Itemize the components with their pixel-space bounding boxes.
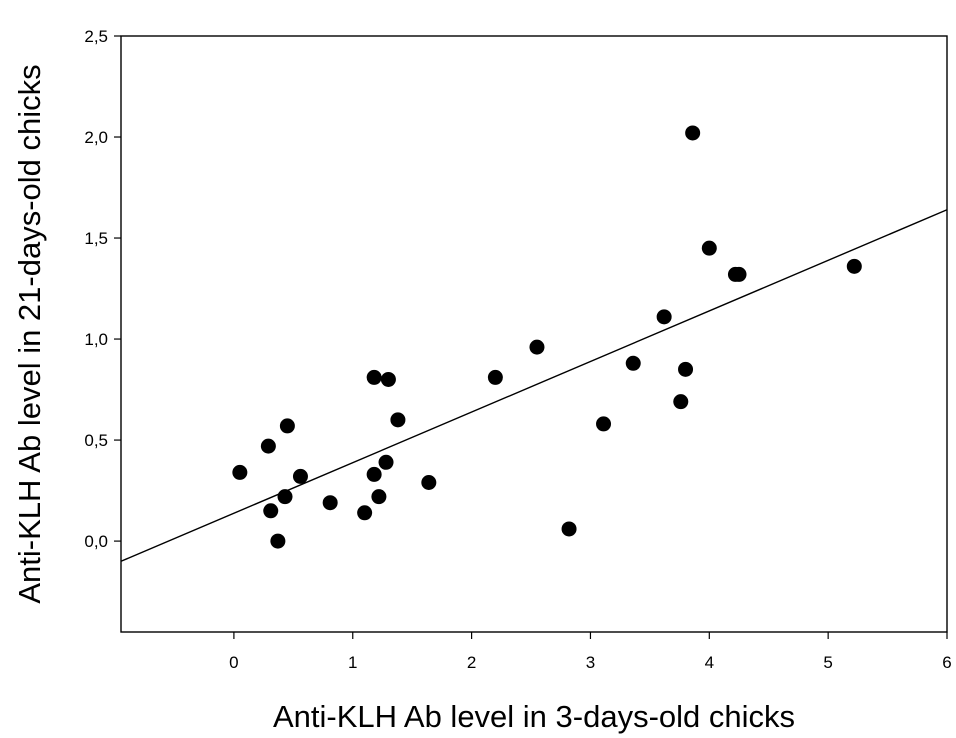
data-point [390,412,406,428]
x-tick-label: 2 [467,653,476,672]
data-point [357,505,373,521]
y-tick-label: 0,5 [84,431,108,450]
x-tick-label: 4 [705,653,714,672]
data-point [596,416,612,432]
data-point [260,438,276,454]
data-point [685,125,701,141]
y-tick-label: 1,0 [84,330,108,349]
data-point [421,474,437,490]
x-tick-label: 1 [348,653,357,672]
data-point [380,371,396,387]
data-point [322,495,338,511]
y-tick-label: 0,0 [84,532,108,551]
regression-line-layer [120,209,948,562]
y-axis-title: Anti-KLH Ab level in 21-days-old chicks [12,64,47,603]
x-tick-label: 0 [229,653,238,672]
data-point [673,394,689,410]
plot-frame [120,35,948,633]
regression-line [120,209,948,562]
y-tick-label: 2,0 [84,128,108,147]
x-tick-label: 5 [823,653,832,672]
data-point [366,466,382,482]
data-point [277,489,293,505]
x-axis-title: Anti-KLH Ab level in 3-days-old chicks [273,699,795,734]
data-point [378,454,394,470]
data-point [701,240,717,256]
y-axis-ticks: 0,0 0,5 1,0 1,5 2,0 2,5 [84,27,121,551]
data-point [366,369,382,385]
data-point [270,533,286,549]
data-point [846,258,862,274]
data-point [625,355,641,371]
data-point [371,489,387,505]
y-tick-label: 1,5 [84,229,108,248]
x-tick-label: 6 [942,653,951,672]
y-tick-label: 2,5 [84,27,108,46]
data-point [678,361,694,377]
data-point [279,418,295,434]
data-point [561,521,577,537]
data-point [292,468,308,484]
data-point [731,266,747,282]
data-point [487,369,503,385]
data-point [656,309,672,325]
data-points-layer [232,125,862,549]
data-point [529,339,545,355]
data-point [232,464,248,480]
data-point [263,503,279,519]
x-tick-label: 3 [586,653,595,672]
x-axis-ticks: 0 1 2 3 4 5 6 [229,632,952,672]
